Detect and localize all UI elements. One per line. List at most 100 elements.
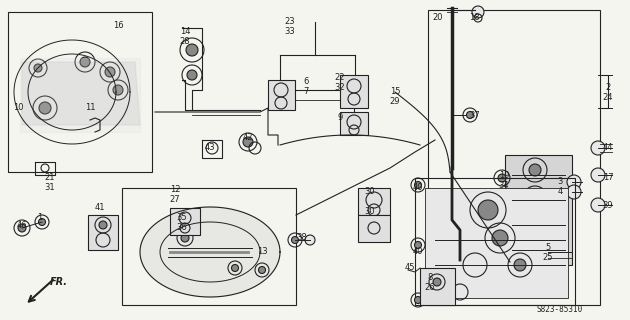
Bar (420, 268, 455, 305)
Bar (358, 215, 390, 242)
Text: 42: 42 (243, 133, 253, 142)
Circle shape (591, 141, 605, 155)
Circle shape (415, 242, 421, 249)
Text: 5: 5 (546, 244, 551, 252)
Circle shape (105, 67, 115, 77)
Circle shape (258, 267, 265, 274)
Bar (505, 155, 572, 265)
Circle shape (567, 185, 581, 199)
Circle shape (186, 44, 198, 56)
Polygon shape (22, 62, 140, 125)
Circle shape (466, 111, 474, 118)
Circle shape (472, 6, 484, 18)
Text: 27: 27 (169, 196, 180, 204)
Text: 35: 35 (176, 213, 187, 222)
Text: S823-85310: S823-85310 (537, 306, 583, 315)
Text: 10: 10 (13, 103, 23, 113)
Text: 23: 23 (285, 18, 295, 27)
Circle shape (529, 164, 541, 176)
Circle shape (187, 70, 197, 80)
Bar (425, 188, 568, 298)
Circle shape (529, 192, 541, 204)
Text: 9: 9 (338, 114, 343, 123)
Bar (88, 215, 118, 250)
Text: 37: 37 (469, 110, 480, 119)
Text: 36: 36 (176, 223, 187, 233)
Text: 7: 7 (303, 87, 309, 97)
Circle shape (292, 236, 299, 244)
Text: 22: 22 (335, 74, 345, 83)
Text: 15: 15 (390, 87, 400, 97)
Text: 20: 20 (433, 13, 444, 22)
Circle shape (243, 137, 253, 147)
Text: 24: 24 (603, 93, 613, 102)
Circle shape (591, 198, 605, 212)
Text: 31: 31 (45, 183, 55, 193)
Text: FR.: FR. (50, 277, 68, 287)
Bar (122, 188, 296, 305)
Bar (340, 112, 368, 135)
Text: 21: 21 (45, 173, 55, 182)
Text: 13: 13 (256, 247, 267, 257)
Bar (8, 12, 152, 172)
Text: 1: 1 (37, 213, 43, 222)
Text: 34: 34 (499, 180, 509, 189)
Text: 19: 19 (499, 171, 509, 180)
Text: 26: 26 (425, 284, 435, 292)
Text: 46: 46 (16, 221, 27, 230)
Bar (428, 10, 600, 305)
Circle shape (591, 168, 605, 182)
Text: 28: 28 (180, 37, 190, 46)
Circle shape (99, 221, 107, 229)
Circle shape (567, 175, 581, 189)
Text: 12: 12 (169, 186, 180, 195)
Circle shape (113, 85, 123, 95)
Circle shape (181, 234, 189, 242)
Circle shape (231, 265, 239, 271)
Text: 2: 2 (605, 84, 610, 92)
Circle shape (415, 181, 421, 188)
Text: 16: 16 (113, 20, 123, 29)
Bar (358, 188, 390, 215)
Circle shape (39, 102, 51, 114)
Text: 40: 40 (413, 183, 423, 193)
Text: 33: 33 (285, 28, 295, 36)
Text: 6: 6 (303, 77, 309, 86)
Text: 30: 30 (365, 207, 375, 217)
Text: 11: 11 (85, 103, 95, 113)
Text: 25: 25 (543, 253, 553, 262)
Text: 32: 32 (335, 84, 345, 92)
Text: 4: 4 (558, 188, 563, 196)
Text: 39: 39 (603, 202, 614, 211)
Circle shape (34, 64, 42, 72)
Text: 30: 30 (365, 188, 375, 196)
Bar (268, 80, 295, 110)
Circle shape (492, 230, 508, 246)
Circle shape (415, 297, 421, 303)
Circle shape (514, 259, 526, 271)
Text: 29: 29 (390, 98, 400, 107)
Text: 38: 38 (297, 234, 307, 243)
Text: 14: 14 (180, 28, 190, 36)
Text: 17: 17 (603, 173, 614, 182)
Circle shape (433, 278, 441, 286)
Text: 8: 8 (427, 274, 433, 283)
Bar (170, 208, 200, 235)
Circle shape (38, 219, 45, 226)
Circle shape (305, 235, 315, 245)
Text: 3: 3 (558, 178, 563, 187)
Text: 43: 43 (205, 143, 215, 153)
Text: 41: 41 (94, 204, 105, 212)
Bar (415, 178, 575, 305)
Text: 45: 45 (404, 263, 415, 273)
Circle shape (498, 174, 506, 182)
Circle shape (80, 57, 90, 67)
Polygon shape (20, 58, 140, 132)
Circle shape (18, 224, 26, 232)
Polygon shape (140, 207, 280, 297)
Text: 18: 18 (469, 13, 479, 22)
Text: 44: 44 (603, 143, 613, 153)
Text: 40: 40 (413, 247, 423, 257)
Bar (340, 75, 368, 108)
Circle shape (478, 200, 498, 220)
